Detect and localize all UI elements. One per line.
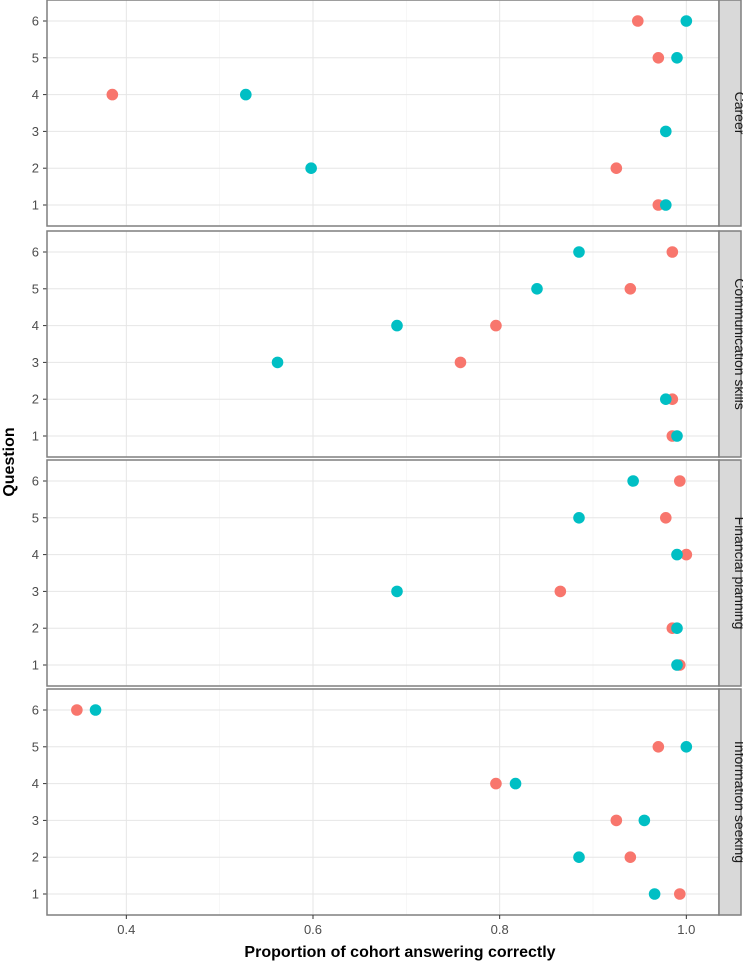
data-point-teal: [660, 393, 672, 406]
y-tick-label: 4: [32, 87, 39, 102]
data-point-teal: [305, 162, 317, 174]
data-point-teal: [660, 125, 672, 138]
data-point-red: [610, 814, 623, 827]
x-tick-label: 1.0: [677, 922, 695, 937]
facet-strip: [718, 230, 742, 458]
data-point-teal: [648, 888, 661, 900]
facet-strip: [718, 688, 742, 916]
data-point-teal: [671, 659, 683, 671]
y-tick-label: 1: [32, 429, 39, 444]
data-point-red: [71, 704, 83, 716]
panel-background: [47, 0, 719, 226]
data-point-teal: [660, 199, 672, 211]
data-point-teal: [671, 52, 683, 64]
y-tick-label: 6: [32, 703, 39, 718]
data-point-teal: [531, 283, 543, 295]
data-point-red: [624, 283, 637, 295]
panels-layer: 1 2 3 4 5 6 Career 1 2 3 4 5 6 Communication skills 1 2…: [32, 0, 743, 916]
facet-strip-label: Financial planning: [732, 517, 743, 630]
y-tick-label: 3: [32, 355, 39, 370]
data-point-red: [666, 246, 679, 258]
x-tick-label: 0.6: [304, 922, 322, 937]
facet-strip-label: Information seeking: [732, 741, 743, 863]
y-tick-label: 1: [32, 887, 39, 902]
data-point-teal: [509, 777, 522, 790]
facet-strip: [718, 459, 742, 687]
data-point-red: [660, 512, 672, 524]
data-point-teal: [271, 356, 284, 369]
facet-panel: 1 2 3 4 5 6 Information seeking: [32, 688, 743, 916]
y-tick-label: 5: [32, 739, 39, 754]
y-tick-label: 1: [32, 198, 39, 213]
facet-strip-label: Career: [732, 92, 743, 135]
data-point-red: [554, 585, 567, 598]
y-tick-label: 6: [32, 474, 39, 489]
data-point-red: [674, 475, 686, 487]
data-point-teal: [573, 851, 585, 863]
y-tick-label: 1: [32, 658, 39, 673]
y-tick-label: 4: [32, 318, 39, 333]
panel-background: [47, 460, 719, 686]
data-point-red: [106, 88, 119, 101]
y-tick-label: 4: [32, 547, 39, 562]
data-point-teal: [671, 622, 683, 634]
data-point-red: [490, 319, 502, 332]
data-point-red: [632, 15, 644, 27]
facet-strip-label: Communication skills: [732, 278, 743, 409]
data-point-red: [490, 777, 502, 790]
facet-strip: [718, 0, 742, 227]
y-tick-label: 2: [32, 161, 39, 176]
x-axis: 0.4 0.6 0.8 1.0: [117, 915, 695, 937]
data-point-red: [454, 356, 467, 369]
data-point-red: [610, 162, 623, 174]
x-tick-label: 0.8: [491, 922, 509, 937]
facet-panel: 1 2 3 4 5 6 Career: [32, 0, 743, 227]
y-tick-label: 6: [32, 14, 39, 29]
y-tick-label: 5: [32, 50, 39, 65]
data-point-teal: [680, 15, 693, 27]
data-point-teal: [573, 246, 585, 258]
y-tick-label: 3: [32, 584, 39, 599]
data-point-teal: [638, 814, 651, 827]
y-tick-label: 2: [32, 621, 39, 636]
y-tick-label: 3: [32, 813, 39, 828]
data-point-teal: [391, 585, 403, 598]
y-tick-label: 5: [32, 281, 39, 296]
data-point-teal: [573, 512, 585, 524]
data-point-teal: [391, 319, 403, 332]
data-point-red: [674, 888, 686, 900]
data-point-teal: [680, 741, 693, 753]
facet-panel: 1 2 3 4 5 6 Communication skills: [32, 230, 743, 458]
facet-panel: 1 2 3 4 5 6 Financial planning: [32, 459, 743, 687]
data-point-red: [680, 548, 693, 561]
y-tick-label: 2: [32, 850, 39, 865]
data-point-red: [652, 741, 665, 753]
data-point-red: [652, 52, 665, 64]
x-tick-label: 0.4: [117, 922, 135, 937]
data-point-teal: [627, 475, 639, 487]
y-tick-label: 3: [32, 124, 39, 139]
data-point-teal: [89, 704, 102, 716]
panel-background: [47, 231, 719, 457]
y-tick-label: 4: [32, 776, 39, 791]
y-tick-label: 2: [32, 392, 39, 407]
y-tick-label: 6: [32, 245, 39, 260]
y-tick-label: 5: [32, 510, 39, 525]
data-point-teal: [671, 548, 683, 561]
data-point-teal: [671, 430, 683, 442]
data-point-red: [624, 851, 637, 863]
data-point-teal: [240, 88, 252, 101]
panel-background: [47, 689, 719, 915]
x-axis-title: Proportion of cohort answering correctly: [244, 944, 555, 961]
y-axis-title: Question: [1, 427, 18, 496]
